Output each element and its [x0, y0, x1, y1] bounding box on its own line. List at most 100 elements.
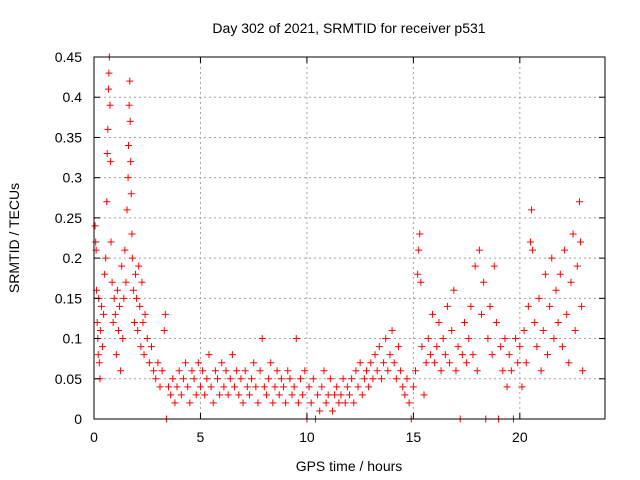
- x-tick-label: 5: [197, 429, 205, 445]
- data-point: [124, 141, 132, 149]
- data-points: [91, 53, 587, 423]
- data-point: [95, 359, 103, 367]
- data-point: [256, 367, 264, 375]
- y-tick-label: 0.45: [55, 49, 82, 65]
- data-point: [154, 359, 162, 367]
- data-point: [112, 351, 120, 359]
- data-point: [173, 383, 181, 391]
- x-tick-label: 15: [406, 429, 422, 445]
- data-point: [386, 351, 394, 359]
- data-point: [328, 407, 336, 415]
- data-point: [360, 375, 368, 383]
- data-point: [260, 383, 268, 391]
- data-point: [528, 206, 536, 214]
- data-point: [401, 391, 409, 399]
- y-axis-label: SRMTID / TECUs: [6, 183, 22, 293]
- data-point: [431, 359, 439, 367]
- data-point: [516, 343, 524, 351]
- data-point: [403, 375, 411, 383]
- data-point: [507, 367, 515, 375]
- data-point: [305, 383, 313, 391]
- data-point: [213, 375, 221, 383]
- data-point: [405, 399, 413, 407]
- data-point: [558, 343, 566, 351]
- data-point: [233, 367, 241, 375]
- data-point: [211, 367, 219, 375]
- data-point: [371, 351, 379, 359]
- data-point: [103, 198, 111, 206]
- data-point: [192, 391, 200, 399]
- data-point: [220, 383, 228, 391]
- x-tick-label: 0: [90, 429, 98, 445]
- data-point: [111, 310, 119, 318]
- data-point: [348, 375, 356, 383]
- data-point: [118, 262, 126, 270]
- data-point: [179, 375, 187, 383]
- data-point: [201, 391, 209, 399]
- data-point: [152, 375, 160, 383]
- data-point: [286, 375, 294, 383]
- data-point: [126, 77, 134, 85]
- data-point: [292, 335, 300, 343]
- data-point: [186, 399, 194, 407]
- data-point: [433, 343, 441, 351]
- data-point: [271, 383, 279, 391]
- data-point: [91, 222, 99, 230]
- data-point: [320, 367, 328, 375]
- data-point: [441, 351, 449, 359]
- data-point: [552, 286, 560, 294]
- data-point: [103, 150, 111, 158]
- data-point: [514, 359, 522, 367]
- data-point: [365, 383, 373, 391]
- data-point: [117, 367, 125, 375]
- data-point: [346, 391, 353, 399]
- data-point: [108, 278, 116, 286]
- data-point: [231, 383, 239, 391]
- data-point: [128, 254, 136, 262]
- data-point: [218, 359, 226, 367]
- data-point: [188, 367, 196, 375]
- data-point: [499, 367, 507, 375]
- data-point: [524, 302, 532, 310]
- data-point: [125, 101, 133, 109]
- data-point: [171, 399, 179, 407]
- data-point: [199, 367, 207, 375]
- data-point: [145, 359, 153, 367]
- data-point: [104, 125, 112, 133]
- data-point: [573, 262, 581, 270]
- plot-frame: [93, 56, 606, 420]
- data-point: [116, 302, 124, 310]
- data-point: [120, 294, 128, 302]
- data-point: [97, 302, 105, 310]
- data-point: [478, 310, 486, 318]
- data-point: [358, 391, 366, 399]
- data-point: [92, 238, 100, 246]
- data-point: [460, 318, 468, 326]
- data-point: [458, 351, 466, 359]
- data-point: [537, 367, 545, 375]
- data-point: [548, 254, 556, 262]
- data-point: [222, 367, 230, 375]
- data-point: [369, 375, 377, 383]
- data-point: [522, 359, 530, 367]
- data-point: [141, 310, 149, 318]
- data-point: [100, 310, 108, 318]
- data-point: [277, 375, 285, 383]
- data-point: [143, 335, 151, 343]
- data-point: [501, 335, 509, 343]
- data-point: [194, 359, 202, 367]
- data-point: [109, 318, 117, 326]
- data-point: [475, 246, 483, 254]
- data-point: [196, 383, 204, 391]
- data-point: [299, 391, 307, 399]
- data-point: [486, 302, 494, 310]
- data-point: [150, 367, 158, 375]
- data-point: [184, 383, 192, 391]
- data-point: [373, 367, 381, 375]
- data-point: [412, 367, 420, 375]
- data-point: [415, 246, 423, 254]
- data-point: [424, 335, 432, 343]
- data-point: [533, 343, 541, 351]
- data-point: [269, 399, 277, 407]
